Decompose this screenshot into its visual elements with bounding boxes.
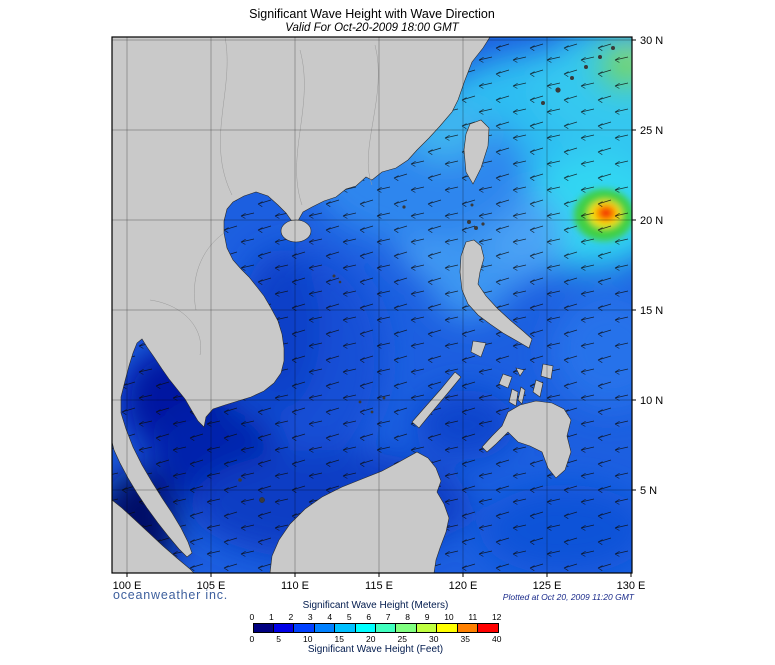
colorbar-cell [335, 624, 356, 632]
legend-feet-label: Significant Wave Height (Feet) [307, 644, 444, 655]
colorbar-cell [396, 624, 417, 632]
x-tick-label: 110 E [281, 580, 309, 592]
chart-valid-time: Valid For Oct-20-2009 18:00 GMT [285, 22, 459, 34]
hainan-island [280, 219, 312, 243]
legend-meters-ticks: 0 1 2 3 4 5 6 7 8 9 10 11 12 [249, 612, 502, 622]
panay-island [498, 373, 513, 389]
map-border [111, 36, 633, 574]
y-tick-label: 30 N [640, 35, 663, 47]
x-tick-label: 115 E [365, 580, 393, 592]
x-tick-label: 105 E [197, 580, 226, 592]
chart-title: Significant Wave Height with Wave Direct… [249, 7, 495, 21]
negros-island [508, 388, 519, 407]
colorbar-cell [478, 624, 498, 632]
colorbar-cell [355, 624, 377, 632]
colorbar-cell [437, 624, 458, 632]
y-tick-label: 20 N [640, 215, 663, 227]
legend-colorbar [252, 623, 499, 633]
colorbar-cell [457, 624, 479, 632]
x-tick-label: 130 E [617, 580, 646, 592]
land-masses [112, 37, 615, 573]
small-islands [238, 46, 615, 503]
tick-marks [126, 39, 636, 577]
colorbar-cell [294, 624, 315, 632]
colorbar-cell [376, 624, 397, 632]
legend-meters-label: Significant Wave Height (Meters) [302, 600, 449, 611]
borneo-island [269, 451, 450, 573]
masbate-island [515, 367, 525, 377]
mainland-asia [112, 37, 491, 558]
y-tick-label: 15 N [640, 305, 663, 317]
y-tick-label: 5 N [640, 485, 657, 497]
colorbar-cell [314, 624, 336, 632]
y-tick-label: 25 N [640, 125, 663, 137]
x-tick-label: 125 E [533, 580, 562, 592]
oceanweather-branding: oceanweather inc. [113, 588, 229, 602]
legend: Significant Wave Height (Meters) 0 1 2 3… [0, 600, 751, 655]
colorbar-cell [273, 624, 295, 632]
x-tick-label: 120 E [449, 580, 478, 592]
luzon-island [459, 239, 533, 349]
mindanao-island [481, 400, 572, 479]
grid-lines [112, 37, 632, 573]
y-tick-label: 10 N [640, 395, 663, 407]
legend-feet-ticks: 0 5 10 15 20 25 30 35 40 [249, 634, 502, 644]
mindoro-island [470, 340, 487, 358]
colorbar-cell [416, 624, 438, 632]
taiwan-island [463, 119, 490, 185]
sumatra-island [112, 499, 195, 573]
title-block: Significant Wave Height with Wave Direct… [0, 7, 744, 34]
colorbar-cell [253, 624, 274, 632]
plotted-timestamp: Plotted at Oct 20, 2009 11:20 GMT [502, 592, 634, 602]
leyte-island [532, 379, 544, 398]
x-tick-label: 100 E [113, 580, 142, 592]
